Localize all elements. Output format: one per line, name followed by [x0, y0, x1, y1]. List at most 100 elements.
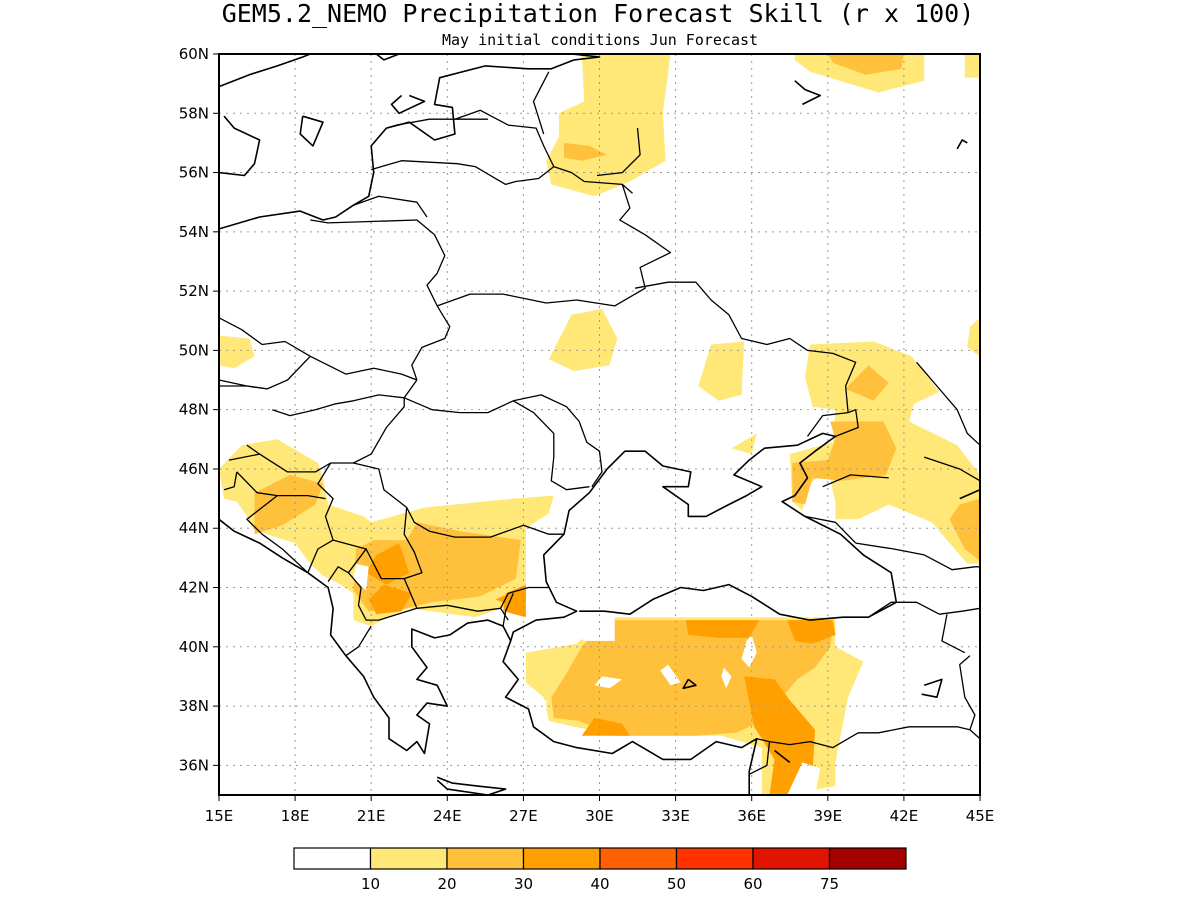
skill-region-6 — [548, 308, 618, 372]
country-border-20 — [403, 507, 549, 612]
country-border-36 — [756, 726, 971, 749]
skill-region-12 — [792, 421, 897, 505]
colorbar-swatch-8 — [828, 847, 907, 870]
x-tick-label: 15E — [205, 807, 234, 825]
country-border-26 — [307, 539, 334, 573]
colorbar-swatch-4 — [522, 847, 601, 870]
plot-area — [219, 54, 980, 795]
country-border-22 — [357, 587, 418, 621]
country-border-15 — [513, 394, 603, 488]
country-border-3 — [371, 160, 672, 307]
y-tick-label: 42N — [179, 579, 209, 597]
y-tick-label: 56N — [179, 164, 209, 182]
x-tick-label: 39E — [814, 807, 843, 825]
coastline-8 — [502, 640, 758, 795]
country-border-2 — [353, 195, 428, 218]
country-border-14 — [403, 397, 590, 491]
y-tick-label: 54N — [179, 223, 209, 241]
country-border-4 — [386, 109, 555, 167]
coastlines-layer — [219, 54, 980, 795]
country-border-41 — [923, 456, 980, 482]
y-tick-label: 52N — [179, 282, 209, 300]
x-tick-label: 21E — [357, 807, 386, 825]
missing-data-patch-11 — [909, 543, 940, 570]
colorbar-label: 40 — [590, 875, 609, 893]
country-border-42 — [822, 474, 889, 488]
missing-data-patch-8 — [837, 626, 869, 644]
colorbar-legend: 10 20 30 40 50 60 75 — [293, 847, 907, 893]
x-tick-label: 27E — [509, 807, 538, 825]
coastline-6 — [299, 115, 324, 147]
country-border-21 — [500, 607, 509, 621]
skill-region-25 — [744, 676, 816, 795]
country-border-17 — [246, 444, 260, 455]
skill-region-26 — [581, 717, 630, 736]
chart-title: GEM5.2_NEMO Precipitation Forecast Skill… — [222, 0, 975, 28]
country-border-37 — [748, 741, 771, 795]
colorbar-label: 60 — [743, 875, 762, 893]
skill-region-23 — [685, 620, 760, 638]
country-border-33 — [855, 542, 980, 571]
missing-data-patch-7 — [566, 617, 615, 641]
country-border-30 — [345, 625, 372, 657]
missing-data-patch-4 — [741, 634, 757, 668]
y-tick-label: 38N — [179, 697, 209, 715]
coastline-5 — [390, 94, 426, 115]
skill-region-8 — [219, 335, 255, 369]
skill-region-4 — [827, 54, 904, 75]
skill-region-24 — [787, 620, 836, 644]
colorbar-swatch-7 — [752, 847, 831, 870]
coastline-14 — [794, 80, 822, 106]
country-border-38 — [804, 515, 857, 544]
coastline-7 — [219, 432, 898, 755]
skill-region-20 — [368, 584, 412, 615]
skill-region-14 — [731, 433, 757, 455]
y-tick-label: 46N — [179, 460, 209, 478]
country-border-35 — [941, 614, 966, 654]
coastline-3 — [219, 54, 311, 88]
skill-shading-layer — [219, 54, 980, 795]
skill-region-16 — [254, 474, 323, 535]
missing-data-patch-9 — [812, 522, 823, 544]
country-border-19 — [353, 462, 564, 538]
country-border-23 — [327, 566, 362, 588]
latitude-axis: 36N 38N 40N 42N 44N 46N 48N 50N 52N 54N 56N 58N 60N — [179, 45, 219, 774]
x-tick-label: 36E — [737, 807, 766, 825]
missing-data-patch-3 — [594, 676, 623, 689]
country-borders-layer — [219, 71, 980, 795]
y-tick-label: 58N — [179, 104, 209, 122]
y-tick-label: 60N — [179, 45, 209, 63]
missing-data-patch-5 — [660, 664, 681, 686]
coastline-13 — [682, 678, 697, 690]
country-border-34 — [959, 655, 980, 740]
country-border-39 — [835, 409, 859, 438]
skill-region-18 — [366, 543, 410, 585]
colorbar-label: 50 — [667, 875, 686, 893]
country-border-24 — [347, 548, 405, 580]
y-tick-label: 50N — [179, 341, 209, 359]
country-border-18 — [330, 397, 405, 464]
country-border-32 — [868, 601, 980, 618]
skill-region-11 — [845, 365, 889, 401]
country-border-6 — [532, 71, 550, 135]
y-tick-label: 40N — [179, 638, 209, 656]
x-tick-label: 45E — [966, 807, 995, 825]
colorbar-label: 30 — [514, 875, 533, 893]
x-tick-label: 18E — [281, 807, 310, 825]
coastline-12 — [921, 678, 943, 699]
country-border-29 — [246, 495, 309, 574]
country-border-10 — [219, 355, 418, 390]
coastline-9 — [436, 776, 507, 795]
y-tick-label: 44N — [179, 519, 209, 537]
colorbar-swatch-2 — [369, 847, 448, 870]
colorbar-label: 20 — [437, 875, 456, 893]
coastline-4 — [375, 54, 422, 61]
country-border-31 — [502, 593, 514, 627]
skill-region-9 — [967, 317, 980, 357]
x-tick-label: 30E — [585, 807, 614, 825]
colorbar-swatch-1 — [293, 847, 372, 870]
skill-region-1 — [546, 54, 671, 197]
country-border-13 — [219, 385, 268, 390]
x-tick-label: 24E — [433, 807, 462, 825]
